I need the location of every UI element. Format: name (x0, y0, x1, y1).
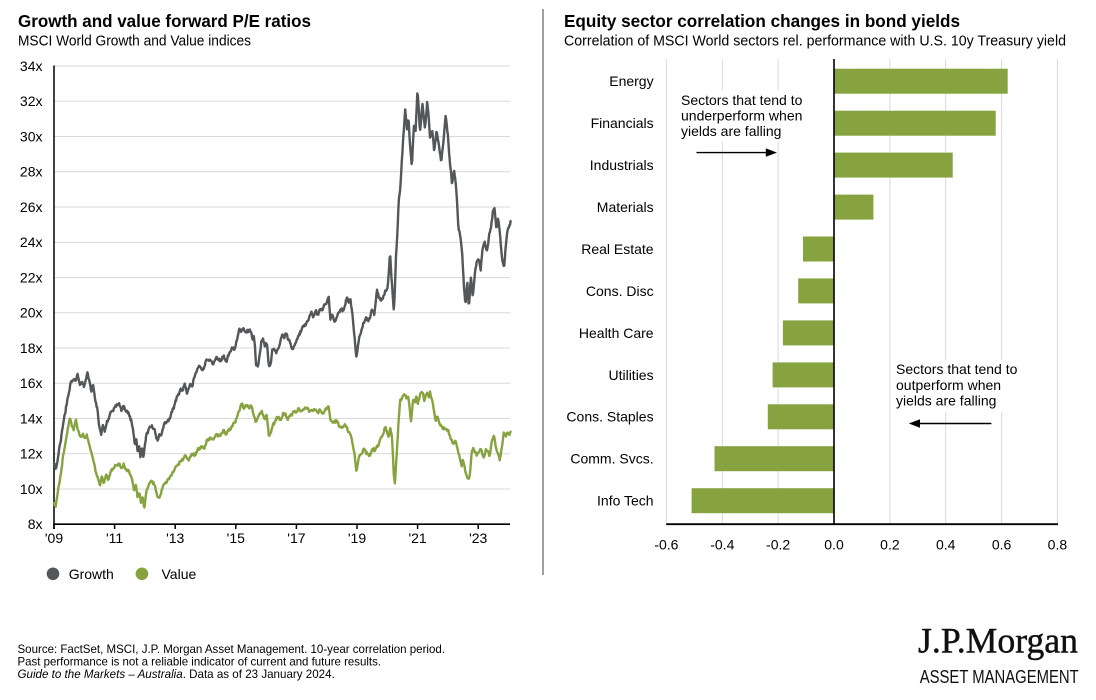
svg-text:yields are falling: yields are falling (681, 123, 781, 139)
svg-text:'13: '13 (166, 530, 184, 546)
svg-text:34x: 34x (20, 58, 43, 74)
svg-text:0.8: 0.8 (1048, 536, 1068, 552)
svg-text:'11: '11 (106, 530, 123, 546)
svg-text:Health Care: Health Care (579, 325, 654, 341)
svg-text:10x: 10x (20, 481, 43, 497)
svg-text:Equity sector correlation chan: Equity sector correlation changes in bon… (564, 11, 960, 31)
svg-text:-0.4: -0.4 (710, 536, 734, 552)
svg-text:Real Estate: Real Estate (581, 241, 654, 257)
svg-text:8x: 8x (28, 516, 43, 532)
svg-text:32x: 32x (20, 93, 43, 109)
svg-text:Value: Value (162, 566, 197, 582)
svg-text:Industrials: Industrials (590, 157, 654, 173)
svg-text:'19: '19 (348, 530, 366, 546)
svg-text:Source: FactSet, MSCI, J.P. Mo: Source: FactSet, MSCI, J.P. Morgan Asset… (18, 643, 446, 656)
svg-text:Guide to the Markets – Austral: Guide to the Markets – Australia. Data a… (18, 668, 335, 681)
svg-text:MSCI World Growth and Value in: MSCI World Growth and Value indices (18, 33, 251, 49)
svg-text:Utilities: Utilities (608, 367, 653, 383)
svg-text:18x: 18x (20, 340, 43, 356)
svg-text:Energy: Energy (609, 73, 653, 89)
svg-text:Cons. Staples: Cons. Staples (566, 409, 653, 425)
svg-text:Correlation of MSCI World sect: Correlation of MSCI World sectors rel. p… (564, 33, 1066, 49)
svg-text:'23: '23 (469, 530, 487, 546)
svg-text:'17: '17 (287, 530, 305, 546)
svg-text:20x: 20x (20, 305, 43, 321)
svg-text:Materials: Materials (597, 199, 654, 215)
svg-text:-0.6: -0.6 (654, 536, 678, 552)
svg-text:Growth: Growth (69, 566, 114, 582)
svg-text:28x: 28x (20, 164, 43, 180)
svg-text:-0.2: -0.2 (766, 536, 790, 552)
svg-text:0.0: 0.0 (824, 536, 844, 552)
svg-text:0.2: 0.2 (880, 536, 900, 552)
svg-text:'15: '15 (227, 530, 245, 546)
svg-text:Cons. Disc: Cons. Disc (586, 283, 654, 299)
svg-text:16x: 16x (20, 375, 43, 391)
svg-text:22x: 22x (20, 269, 43, 285)
svg-text:yields are falling: yields are falling (896, 393, 996, 409)
svg-text:ASSET MANAGEMENT: ASSET MANAGEMENT (920, 667, 1079, 687)
svg-text:12x: 12x (20, 446, 43, 462)
svg-text:Info Tech: Info Tech (597, 493, 654, 509)
svg-text:Financials: Financials (591, 115, 654, 131)
svg-text:Sectors that tend to: Sectors that tend to (681, 92, 803, 108)
svg-text:Growth and value forward P/E r: Growth and value forward P/E ratios (18, 11, 311, 31)
svg-text:14x: 14x (20, 410, 43, 426)
svg-text:J.P.Morgan: J.P.Morgan (918, 620, 1078, 660)
svg-text:0.4: 0.4 (936, 536, 956, 552)
svg-text:'21: '21 (408, 530, 426, 546)
svg-text:'09: '09 (45, 530, 63, 546)
svg-text:26x: 26x (20, 199, 43, 215)
svg-text:outperform when: outperform when (896, 377, 1001, 393)
svg-text:underperform when: underperform when (681, 107, 802, 123)
svg-text:24x: 24x (20, 234, 43, 250)
svg-text:0.6: 0.6 (992, 536, 1012, 552)
svg-text:Comm. Svcs.: Comm. Svcs. (570, 451, 653, 467)
svg-text:Sectors that tend to: Sectors that tend to (896, 361, 1018, 377)
svg-text:30x: 30x (20, 128, 43, 144)
svg-text:Past performance is not a reli: Past performance is not a reliable indic… (18, 656, 382, 669)
